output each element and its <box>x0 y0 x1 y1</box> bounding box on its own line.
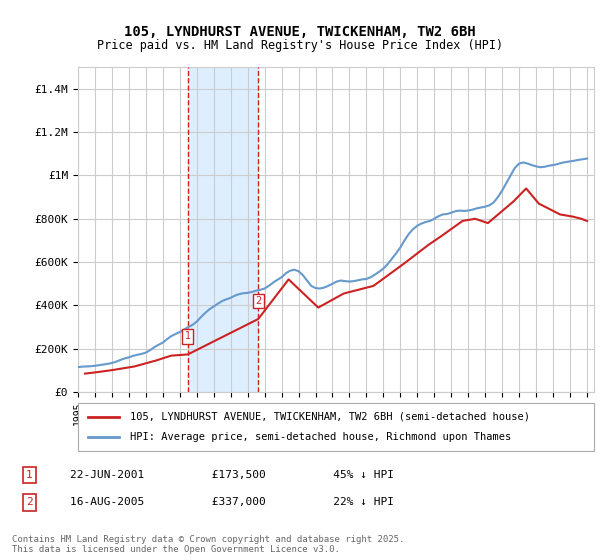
Text: 105, LYNDHURST AVENUE, TWICKENHAM, TW2 6BH: 105, LYNDHURST AVENUE, TWICKENHAM, TW2 6… <box>124 25 476 39</box>
Text: 22-JUN-2001          £173,500          45% ↓ HPI: 22-JUN-2001 £173,500 45% ↓ HPI <box>70 470 394 480</box>
Text: HPI: Average price, semi-detached house, Richmond upon Thames: HPI: Average price, semi-detached house,… <box>130 432 511 442</box>
Bar <box>188 67 258 392</box>
Text: 1: 1 <box>26 470 32 480</box>
Text: 2: 2 <box>255 296 262 306</box>
Text: 2: 2 <box>26 497 32 507</box>
Text: Contains HM Land Registry data © Crown copyright and database right 2025.
This d: Contains HM Land Registry data © Crown c… <box>12 535 404 554</box>
Text: 105, LYNDHURST AVENUE, TWICKENHAM, TW2 6BH (semi-detached house): 105, LYNDHURST AVENUE, TWICKENHAM, TW2 6… <box>130 412 530 422</box>
Text: Price paid vs. HM Land Registry's House Price Index (HPI): Price paid vs. HM Land Registry's House … <box>97 39 503 52</box>
FancyBboxPatch shape <box>78 403 594 451</box>
Text: 1: 1 <box>185 332 191 342</box>
Text: 16-AUG-2005          £337,000          22% ↓ HPI: 16-AUG-2005 £337,000 22% ↓ HPI <box>70 497 394 507</box>
